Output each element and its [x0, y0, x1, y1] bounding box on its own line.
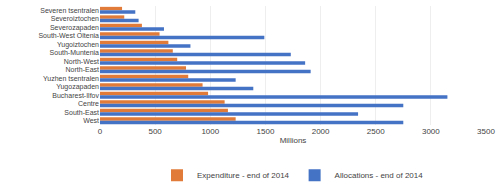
svg-text:1000: 1000	[201, 127, 219, 136]
svg-text:West: West	[83, 117, 99, 124]
svg-text:0: 0	[98, 127, 103, 136]
svg-text:1500: 1500	[257, 127, 275, 136]
svg-text:500: 500	[148, 127, 162, 136]
svg-text:South-Muntenia: South-Muntenia	[50, 49, 100, 56]
svg-text:Severen tsentralen: Severen tsentralen	[40, 7, 99, 14]
svg-text:Yugozapaden: Yugozapaden	[56, 83, 99, 91]
svg-text:Bucharest-Ilfov: Bucharest-Ilfov	[52, 92, 99, 99]
svg-text:Severozapaden: Severozapaden	[50, 24, 99, 32]
svg-text:Allocations - end of 2014: Allocations - end of 2014	[335, 171, 424, 180]
svg-text:Centre: Centre	[78, 100, 99, 107]
svg-text:Millions: Millions	[280, 136, 307, 145]
svg-text:North-West: North-West	[64, 58, 99, 65]
svg-text:Expenditure - end of 2014: Expenditure - end of 2014	[197, 171, 290, 180]
svg-text:South-West Oltenia: South-West Oltenia	[38, 32, 99, 39]
svg-text:3500: 3500	[477, 127, 495, 136]
svg-text:Yugoiztochen: Yugoiztochen	[57, 41, 99, 49]
svg-text:North-East: North-East	[66, 66, 100, 73]
svg-text:2500: 2500	[367, 127, 385, 136]
svg-text:Severoiztochen: Severoiztochen	[51, 15, 99, 22]
svg-text:3000: 3000	[422, 127, 440, 136]
svg-text:Yuzhen tsentralen: Yuzhen tsentralen	[43, 75, 99, 82]
svg-text:2000: 2000	[312, 127, 330, 136]
svg-text:South-East: South-East	[64, 109, 99, 116]
